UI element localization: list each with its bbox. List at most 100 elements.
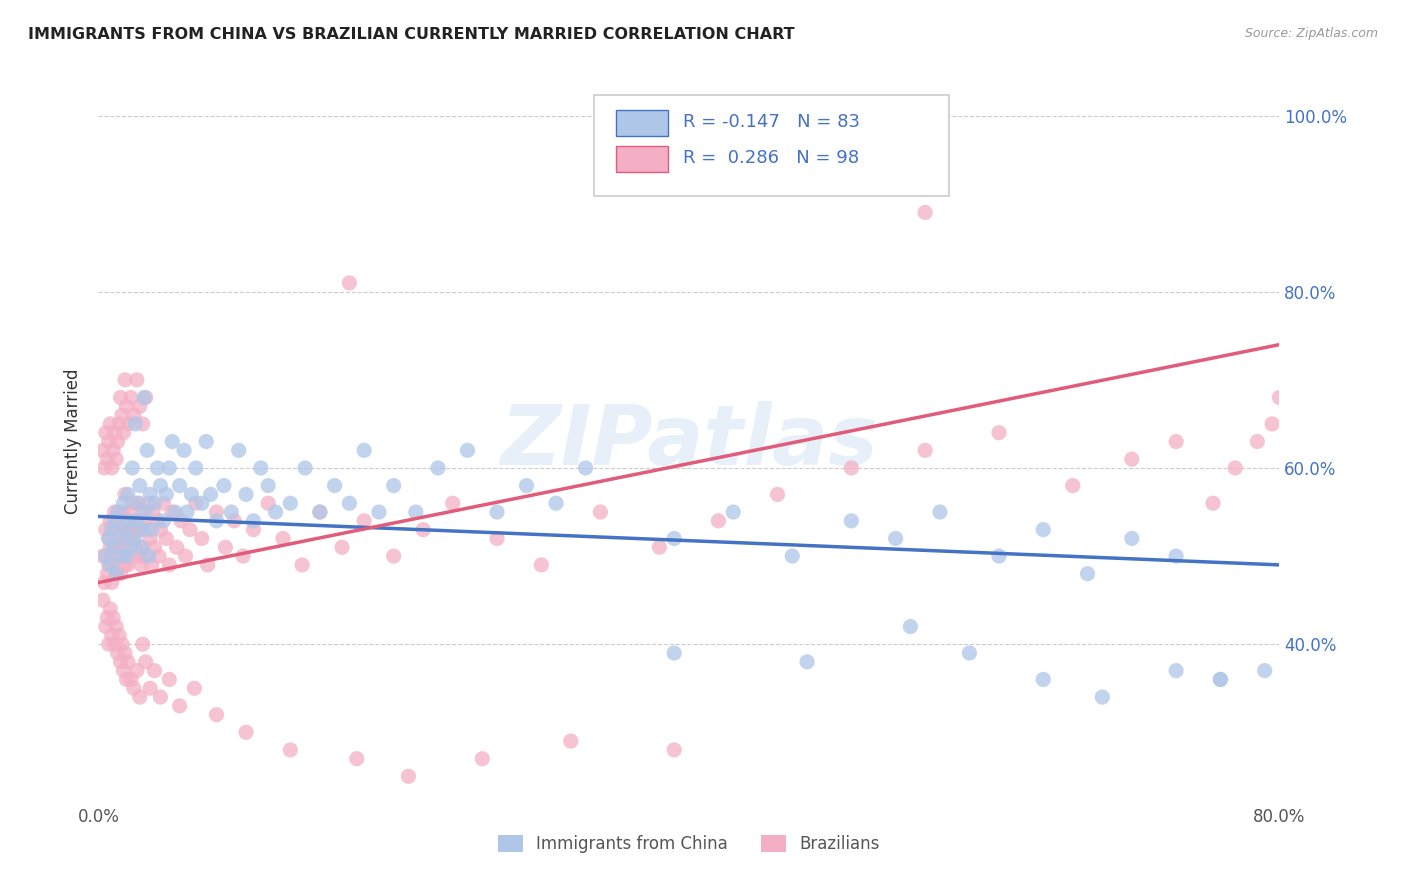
Point — [114, 523, 136, 537]
Point — [110, 549, 132, 563]
Point — [766, 487, 789, 501]
Point — [224, 514, 246, 528]
Text: IMMIGRANTS FROM CHINA VS BRAZILIAN CURRENTLY MARRIED CORRELATION CHART: IMMIGRANTS FROM CHINA VS BRAZILIAN CURRE… — [28, 27, 794, 42]
Point — [100, 461, 122, 475]
Point — [142, 505, 165, 519]
Point — [589, 505, 612, 519]
Point — [914, 443, 936, 458]
Point — [346, 752, 368, 766]
Point — [120, 523, 142, 537]
Point — [291, 558, 314, 572]
Point — [91, 443, 114, 458]
Point — [117, 532, 139, 546]
Point — [1225, 461, 1247, 475]
Point — [105, 619, 128, 633]
Point — [117, 417, 139, 431]
Point — [107, 434, 129, 449]
Point — [323, 478, 346, 492]
Point — [112, 496, 135, 510]
Point — [125, 664, 148, 678]
Point — [1077, 566, 1099, 581]
Point — [134, 391, 156, 405]
Point — [183, 681, 205, 696]
Point — [97, 558, 120, 572]
Point — [235, 725, 257, 739]
Point — [139, 532, 162, 546]
Point — [110, 566, 132, 581]
Point — [1062, 478, 1084, 492]
Point — [191, 496, 214, 510]
Point — [143, 496, 166, 510]
Point — [108, 417, 131, 431]
Point — [530, 558, 553, 572]
Point — [152, 496, 174, 510]
Point — [94, 425, 117, 440]
Point — [125, 373, 148, 387]
Point — [98, 558, 121, 572]
Point — [166, 541, 188, 555]
Point — [152, 514, 174, 528]
Point — [128, 690, 150, 704]
Point — [191, 532, 214, 546]
Point — [139, 487, 162, 501]
Point — [141, 558, 163, 572]
Point — [155, 487, 177, 501]
Point — [117, 558, 139, 572]
Point — [132, 541, 155, 555]
Point — [309, 505, 332, 519]
Point — [929, 505, 952, 519]
Point — [124, 541, 146, 555]
Point — [162, 505, 183, 519]
Point — [1166, 549, 1188, 563]
Point — [197, 558, 219, 572]
Point — [132, 523, 155, 537]
Point — [264, 505, 287, 519]
Point — [200, 487, 222, 501]
Point — [104, 514, 127, 528]
Point — [157, 461, 180, 475]
Point — [914, 205, 936, 219]
Point — [195, 434, 218, 449]
Point — [122, 681, 145, 696]
Point — [135, 505, 157, 519]
Point — [1166, 434, 1188, 449]
Point — [98, 514, 121, 528]
Point — [97, 532, 120, 546]
Point — [122, 532, 145, 546]
Point — [105, 532, 128, 546]
Point — [648, 541, 671, 555]
Point — [165, 505, 187, 519]
Point — [232, 549, 254, 563]
Point — [128, 523, 150, 537]
Point — [100, 628, 122, 642]
Point — [884, 532, 907, 546]
Point — [146, 461, 169, 475]
Point — [146, 514, 169, 528]
Point — [516, 478, 538, 492]
Point — [664, 646, 686, 660]
Point — [575, 461, 598, 475]
Point — [136, 523, 159, 537]
Point — [405, 505, 427, 519]
Point — [141, 523, 163, 537]
Point — [353, 514, 375, 528]
Point — [127, 496, 149, 510]
Point — [115, 399, 138, 413]
Point — [97, 637, 120, 651]
Point — [112, 425, 135, 440]
Point — [143, 541, 166, 555]
Point — [110, 541, 132, 555]
Point — [157, 673, 180, 687]
Point — [138, 549, 160, 563]
Point — [1261, 417, 1284, 431]
Point — [138, 496, 160, 510]
Point — [148, 549, 170, 563]
Point — [664, 743, 686, 757]
Point — [111, 637, 134, 651]
Point — [135, 549, 157, 563]
Point — [1091, 690, 1114, 704]
Point — [221, 505, 243, 519]
Point — [174, 549, 197, 563]
Point — [339, 496, 361, 510]
Point — [471, 752, 494, 766]
